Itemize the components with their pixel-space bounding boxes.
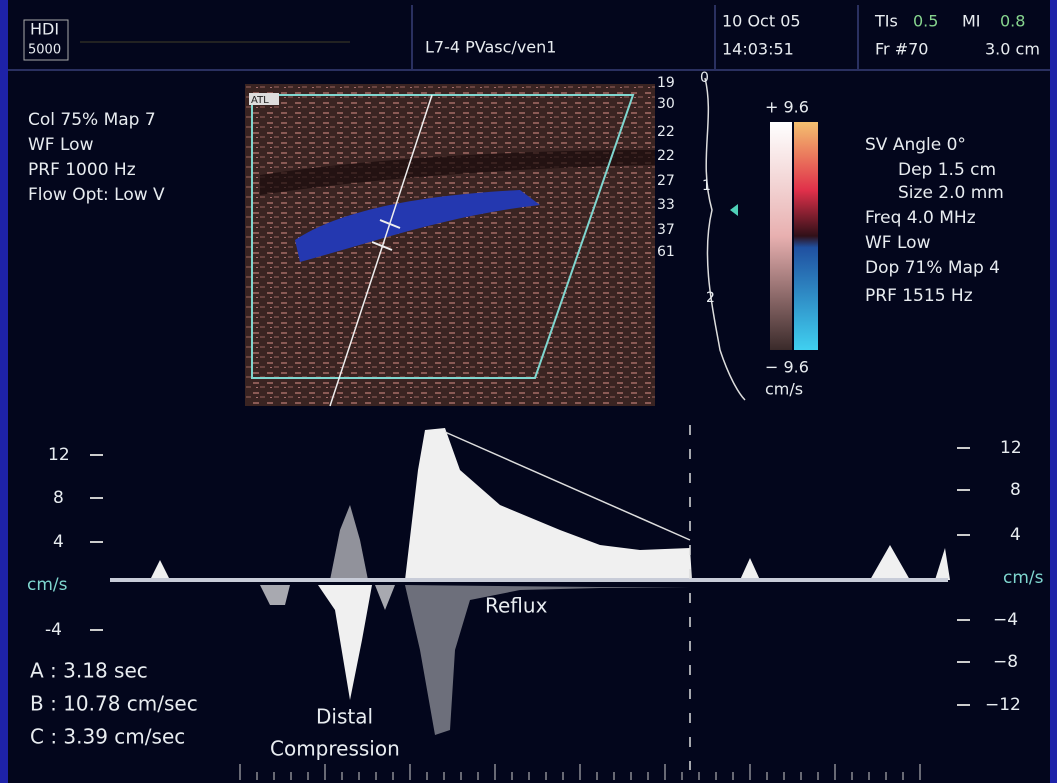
b-mode-image bbox=[245, 84, 655, 406]
depth: 3.0 cm bbox=[985, 40, 1040, 59]
left-tick-label: 8 bbox=[53, 488, 64, 508]
date: 10 Oct 05 bbox=[722, 12, 801, 31]
annotation: Distal bbox=[316, 705, 373, 729]
measurement: C : 3.39 cm/sec bbox=[30, 725, 185, 749]
depth-mark: 1 bbox=[702, 178, 711, 194]
doppler-param: Dep 1.5 cm bbox=[898, 160, 996, 180]
measurement: A : 3.18 sec bbox=[30, 659, 148, 683]
scale-number: 37 bbox=[657, 222, 675, 238]
frame: Fr #70 bbox=[875, 40, 928, 59]
color-bar bbox=[794, 122, 818, 350]
left-tick-label: cm/s bbox=[27, 575, 68, 595]
doppler-param: PRF 1515 Hz bbox=[865, 286, 973, 306]
right-tick-label: −8 bbox=[993, 652, 1018, 672]
logo: 5000 bbox=[28, 43, 61, 58]
color-param: Col 75% Map 7 bbox=[28, 110, 156, 130]
depth-mark: 2 bbox=[706, 290, 715, 306]
logo: HDI bbox=[30, 20, 59, 39]
scale-number: 22 bbox=[657, 148, 675, 164]
right-tick-label: 8 bbox=[1010, 480, 1021, 500]
scale-number: 30 bbox=[657, 96, 675, 112]
color-param: PRF 1000 Hz bbox=[28, 160, 136, 180]
doppler-param: Size 2.0 mm bbox=[898, 183, 1004, 203]
right-tick-label: cm/s bbox=[1003, 568, 1044, 588]
mi-label: MI bbox=[962, 12, 981, 31]
color-param: Flow Opt: Low V bbox=[28, 185, 165, 205]
scale-number: 33 bbox=[657, 197, 675, 213]
left-tick-label: -4 bbox=[45, 620, 62, 640]
right-tick-label: 12 bbox=[1000, 438, 1022, 458]
time: 14:03:51 bbox=[722, 40, 794, 59]
tis-value: 0.5 bbox=[913, 12, 938, 31]
annotation: Reflux bbox=[485, 594, 548, 618]
depth-mark: 0 bbox=[700, 70, 709, 86]
mi-value: 0.8 bbox=[1000, 12, 1025, 31]
color-bar-bottom: − 9.6 bbox=[765, 358, 809, 377]
measurement: B : 10.78 cm/sec bbox=[30, 692, 198, 716]
page: {"header": {"logo": ["HDI", "5000"], "pr… bbox=[0, 0, 1057, 783]
doppler-param: Dop 71% Map 4 bbox=[865, 258, 1000, 278]
tis-label: TIs bbox=[874, 12, 898, 31]
probe: L7-4 PVasc/ven1 bbox=[425, 38, 556, 57]
atl-logo: ATL bbox=[251, 95, 269, 106]
right-tick-label: −4 bbox=[993, 610, 1018, 630]
doppler-param: SV Angle 0° bbox=[865, 135, 966, 155]
left-tick-label: 12 bbox=[48, 445, 70, 465]
scale-number: 61 bbox=[657, 244, 675, 260]
left-tick-label: 4 bbox=[53, 532, 64, 552]
ultrasound-screen: HDI 5000 L7-4 PVasc/ven1 10 Oct 05 14:03… bbox=[0, 0, 1057, 783]
scale-number: 19 bbox=[657, 75, 675, 91]
color-bar bbox=[770, 122, 792, 350]
scale-number: 27 bbox=[657, 173, 675, 189]
color-bar-top: + 9.6 bbox=[765, 98, 809, 117]
scale-number: 22 bbox=[657, 124, 675, 140]
right-tick-label: −12 bbox=[985, 695, 1021, 715]
right-tick-label: 4 bbox=[1010, 525, 1021, 545]
color-param: WF Low bbox=[28, 135, 94, 155]
color-bar-unit: cm/s bbox=[765, 380, 803, 399]
doppler-param: WF Low bbox=[865, 233, 931, 253]
annotation: Compression bbox=[270, 737, 400, 761]
doppler-param: Freq 4.0 MHz bbox=[865, 208, 976, 228]
